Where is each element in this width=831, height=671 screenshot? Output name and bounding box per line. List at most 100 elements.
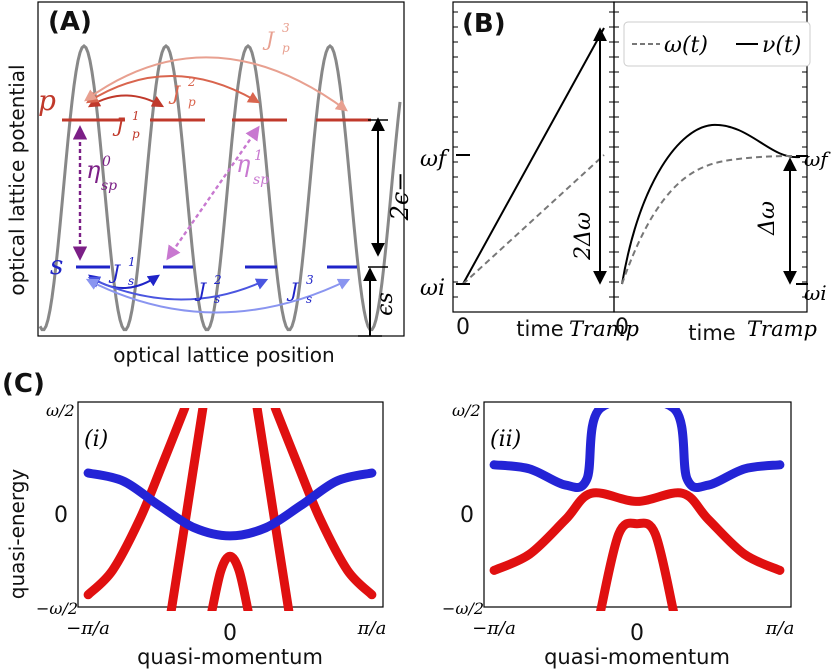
band-lower-band: [489, 488, 785, 575]
omega-smooth-curve: [621, 155, 801, 285]
band-p-band-outer-left: [83, 408, 190, 600]
svg-text:η: η: [236, 150, 251, 178]
subplot-i-xtick-left: −π/a: [66, 618, 110, 639]
svg-text:p: p: [282, 41, 290, 55]
subplot-i-xtick-mid: 0: [223, 621, 237, 646]
jp3-label: J 3 p: [262, 21, 290, 55]
band-s-band: [83, 468, 377, 541]
js3-label: J 3 s: [286, 273, 314, 306]
nu-smooth-curve: [621, 123, 801, 285]
svg-text:3: 3: [306, 273, 314, 287]
panel-c-ylabel: quasi-energy: [5, 469, 29, 600]
svg-text:p: p: [132, 127, 140, 141]
svg-text:s: s: [128, 274, 134, 288]
left-time-label: time: [516, 317, 563, 341]
subplot-ii-ytick-mid: 0: [460, 503, 474, 528]
svg-text:1: 1: [128, 255, 136, 269]
right-time-label: time: [688, 321, 735, 345]
subplot-ii-xtick-right: π/a: [765, 618, 795, 639]
panel-a: (A) optical lattice potential optical la…: [5, 1, 414, 367]
eta1-arrow: [166, 125, 260, 261]
subplot-i-label: (i): [84, 427, 108, 452]
eps-s-label: ϵs: [373, 292, 398, 316]
svg-text:1: 1: [254, 148, 263, 164]
panel-b-legend: [623, 21, 811, 67]
svg-text:2: 2: [187, 75, 196, 89]
jp2-label: J 2 p: [168, 75, 196, 109]
svg-text:0: 0: [102, 154, 111, 170]
js2-label: J 2 s: [194, 273, 222, 306]
eta0-label: η 0 sp: [86, 154, 117, 194]
js3-arrow: [85, 278, 351, 314]
panel-a-ylabel: optical lattice potential: [5, 64, 29, 295]
two-eps-label: 2ϵ−: [386, 172, 414, 222]
subplot-i-frame: [77, 401, 384, 608]
panel-b-label: (B): [462, 9, 506, 39]
jp3-arrow: [84, 56, 348, 112]
band-p-band-inner-right: [252, 408, 294, 611]
band-upper-band: [489, 408, 785, 493]
subplot-i-ytick-bot: −ω/2: [36, 599, 78, 618]
subplot-i-xlabel: quasi-momentum: [137, 645, 323, 669]
subplot-ii-xtick-left: −π/a: [472, 618, 516, 639]
right-omega-f-label: ωf: [804, 147, 831, 171]
subplot-i-xtick-right: π/a: [357, 618, 387, 639]
subplot-ii-plot: [489, 408, 785, 611]
svg-text:J: J: [108, 260, 121, 284]
band-p-band-outer-right: [270, 408, 377, 600]
panel-a-label: (A): [48, 7, 92, 37]
jp1-arrow: [87, 94, 165, 108]
panel-a-xlabel: optical lattice position: [113, 343, 334, 367]
left-omega-i-label: ωi: [420, 276, 445, 301]
nu-linear-line: [462, 27, 605, 285]
band-central-band: [596, 518, 678, 611]
left-tramp-label: Tramp: [569, 317, 639, 341]
legend-nu-label: ν(t): [762, 33, 801, 58]
subplot-ii-ytick-bot: −ω/2: [442, 599, 484, 618]
svg-text:1: 1: [132, 109, 140, 123]
s-level-label: s: [50, 251, 63, 281]
panel-a-frame: [37, 1, 405, 337]
eta1-label: η 1 sp: [236, 148, 269, 188]
panel-c: (C) quasi-energy (i) ω/2 0 −ω/2 −π/a 0 π…: [2, 369, 794, 669]
svg-text:J: J: [168, 81, 181, 105]
panel-b-left-ticks: [453, 11, 614, 298]
right-tramp-label: Tramp: [747, 317, 817, 341]
subplot-ii-xtick-mid: 0: [630, 621, 644, 646]
svg-text:J: J: [112, 113, 125, 137]
delta-omega-label: Δω: [755, 201, 780, 236]
svg-text:J: J: [194, 278, 207, 302]
subplot-ii-xlabel: quasi-momentum: [544, 645, 730, 669]
legend-omega-label: ω(t): [664, 33, 708, 58]
panel-c-label: (C): [2, 369, 45, 399]
svg-text:s: s: [306, 292, 312, 306]
left-omega-f-label: ωf: [420, 147, 450, 172]
subplot-ii-frame: [483, 401, 792, 608]
subplot-i-plot: [83, 408, 377, 611]
svg-text:J: J: [262, 27, 275, 51]
js1-label: J 1 s: [108, 255, 136, 288]
svg-text:J: J: [286, 278, 299, 302]
omega-linear-line: [462, 154, 605, 285]
band-p-band-inner-left: [166, 408, 208, 611]
jp1-label: J 1 p: [112, 109, 140, 141]
band-p-band-central: [207, 551, 253, 611]
svg-text:s: s: [214, 292, 220, 306]
svg-text:sp: sp: [101, 178, 117, 194]
panel-b: ω(t) ν(t) (B) ωf ωi 2Δω Δω ωf ωi 0 time …: [420, 1, 831, 345]
subplot-i-ytick-mid: 0: [54, 503, 68, 528]
svg-text:p: p: [188, 95, 196, 109]
subplot-ii-ytick-top: ω/2: [452, 401, 481, 420]
p-level-label: p: [38, 84, 56, 117]
subplot-ii-label: (ii): [490, 427, 521, 452]
svg-text:sp: sp: [253, 172, 269, 188]
left-x0-label: 0: [456, 315, 470, 340]
right-x0-label: 0: [615, 315, 629, 340]
two-delta-omega-label: 2Δω: [571, 212, 596, 261]
svg-text:η: η: [86, 156, 101, 184]
svg-text:2: 2: [213, 273, 222, 287]
right-omega-i-label: ωi: [804, 281, 827, 305]
lattice-potential-curve: [38, 44, 402, 332]
svg-text:3: 3: [282, 21, 290, 35]
